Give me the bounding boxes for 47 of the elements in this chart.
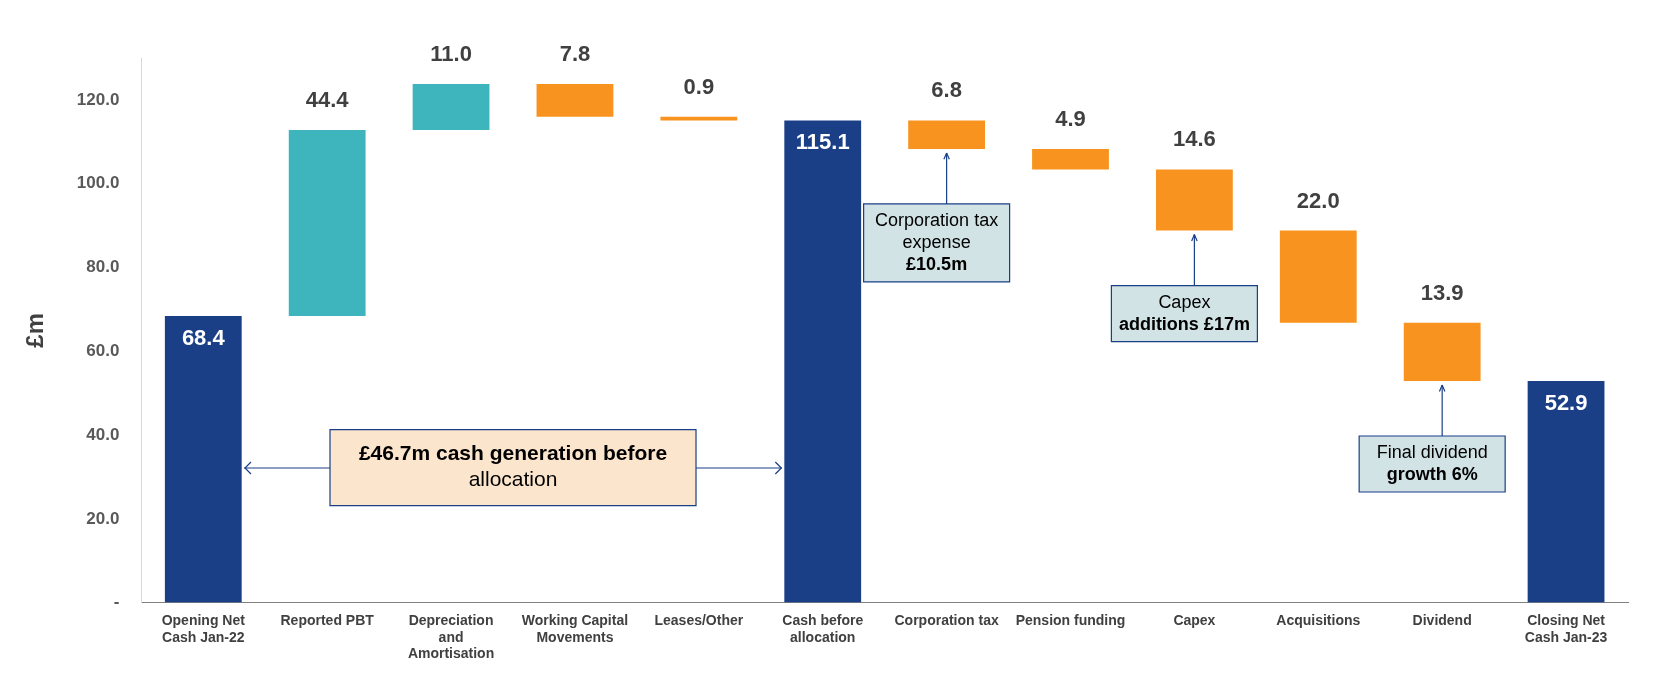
x-tick-label: Reported PBT bbox=[280, 611, 375, 628]
y-tick-label: 120.0 bbox=[76, 89, 120, 109]
bar bbox=[164, 316, 242, 603]
data-label: 68.4 bbox=[181, 325, 226, 351]
y-axis-title: £m bbox=[21, 312, 49, 348]
bar bbox=[784, 120, 862, 603]
x-tick-label: Corporation tax bbox=[894, 611, 999, 628]
annotation: Capex additions £17m bbox=[1118, 291, 1250, 334]
data-label: 115.1 bbox=[795, 129, 850, 155]
x-tick-label: Closing Net Cash Jan-23 bbox=[1524, 611, 1608, 645]
bar bbox=[288, 130, 366, 317]
y-tick-label: - bbox=[113, 592, 120, 612]
bar bbox=[1032, 148, 1109, 170]
x-tick-label: Capex bbox=[1173, 611, 1216, 628]
annotation: £46.7m cash generation before allocation bbox=[358, 441, 668, 491]
bar bbox=[1527, 380, 1605, 603]
x-tick-label: Dividend bbox=[1412, 611, 1472, 628]
bar bbox=[1155, 169, 1233, 231]
bar bbox=[908, 120, 986, 149]
y-tick-label: 100.0 bbox=[76, 173, 120, 193]
y-tick-label: 40.0 bbox=[86, 424, 120, 444]
data-label: 11.0 bbox=[430, 41, 472, 67]
x-tick-label: Acquisitions bbox=[1276, 611, 1361, 628]
x-tick-label: Opening Net Cash Jan-22 bbox=[161, 611, 246, 645]
bar bbox=[412, 83, 490, 131]
x-tick-label: Leases/Other bbox=[654, 611, 744, 628]
y-tick-label: 80.0 bbox=[86, 257, 120, 277]
data-label: 0.9 bbox=[683, 73, 715, 99]
data-label: 14.6 bbox=[1172, 126, 1216, 152]
annotation: Final dividend growth 6% bbox=[1376, 441, 1488, 484]
data-label: 13.9 bbox=[1420, 279, 1464, 305]
x-tick-label: Working Capital Movements bbox=[521, 611, 629, 645]
data-label: 52.9 bbox=[1544, 390, 1588, 416]
bar bbox=[1403, 322, 1481, 381]
data-label: 4.9 bbox=[1055, 105, 1086, 131]
data-label: 7.8 bbox=[559, 41, 591, 67]
x-tick-label: Depreciation and Amortisation bbox=[407, 611, 495, 662]
x-tick-label: Cash before allocation bbox=[782, 611, 864, 645]
annotation: Corporation tax expense £10.5m bbox=[875, 209, 999, 274]
y-tick-label: 20.0 bbox=[86, 508, 120, 528]
data-label: 22.0 bbox=[1296, 187, 1340, 213]
bar bbox=[1279, 230, 1357, 323]
y-tick-label: 60.0 bbox=[86, 340, 120, 360]
x-tick-label: Pension funding bbox=[1015, 611, 1126, 628]
bar bbox=[536, 83, 614, 117]
data-label: 6.8 bbox=[931, 77, 962, 103]
data-label: 44.4 bbox=[305, 87, 350, 113]
